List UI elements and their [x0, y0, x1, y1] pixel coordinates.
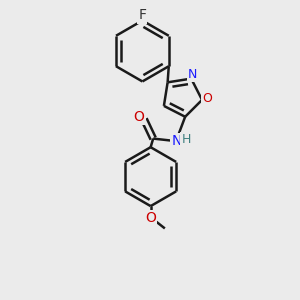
Text: O: O [134, 110, 144, 124]
Text: N: N [171, 134, 182, 148]
Text: O: O [145, 211, 156, 225]
Text: O: O [202, 92, 212, 105]
Text: F: F [138, 8, 146, 22]
Text: H: H [182, 133, 191, 146]
Text: N: N [188, 68, 197, 81]
